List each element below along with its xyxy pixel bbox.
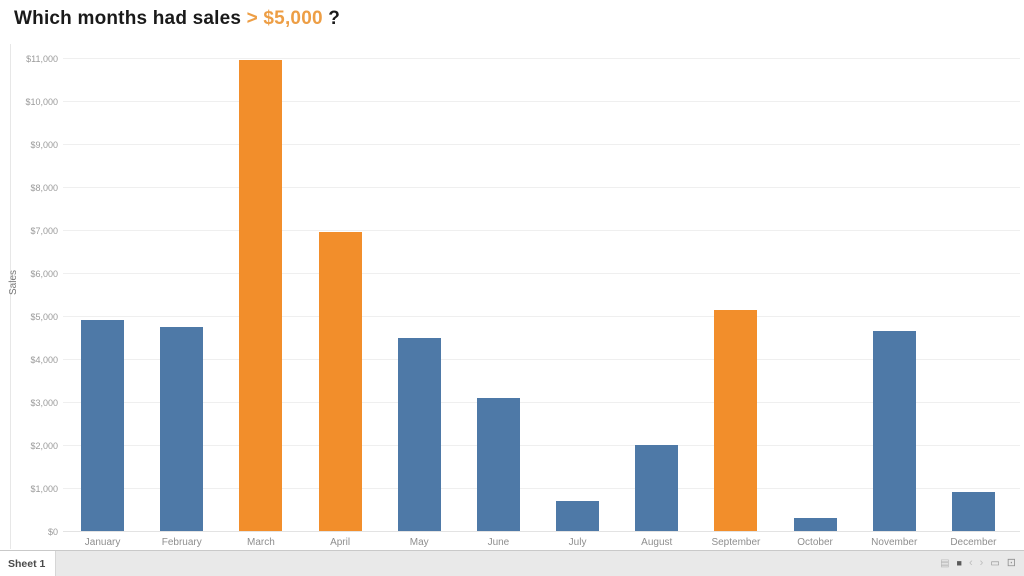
x-tick-label: July — [568, 537, 587, 548]
chart-title-highlight: > $5,000 — [246, 8, 323, 29]
y-tick-label: $4,000 — [30, 354, 58, 365]
status-bar: Sheet 1 ▤ ■ ‹ › ▭ ⊡ — [0, 551, 1024, 576]
gridline — [63, 531, 1020, 532]
x-tick-label: May — [409, 537, 429, 548]
x-tick-label: October — [797, 537, 833, 548]
x-tick-label: April — [330, 537, 351, 548]
chart-title: Which months had sales > $5,000 ? — [14, 8, 340, 30]
gridline — [63, 144, 1020, 145]
status-bar-icons: ▤ ■ ‹ › ▭ ⊡ — [940, 551, 1016, 576]
chart-title-prefix: Which months had sales — [14, 8, 247, 29]
y-tick-label: $11,000 — [26, 53, 58, 64]
gridline — [63, 273, 1020, 274]
bar-september[interactable] — [714, 309, 758, 531]
pane-left-border — [10, 44, 11, 549]
chart-title-suffix: ? — [328, 8, 341, 29]
x-tick-label: September — [711, 537, 761, 548]
next-sheet-icon[interactable]: › — [979, 557, 984, 569]
y-tick-label: $6,000 — [30, 268, 58, 279]
bar-april[interactable] — [318, 232, 362, 531]
gridline — [63, 187, 1020, 188]
sheet-tab-label: Sheet 1 — [8, 557, 46, 570]
bar-january[interactable] — [81, 320, 125, 531]
y-tick-label: $5,000 — [30, 311, 58, 322]
y-tick-label: $1,000 — [30, 483, 58, 494]
y-tick-label: $7,000 — [30, 225, 58, 236]
bar-february[interactable] — [160, 326, 204, 531]
x-tick-label: December — [950, 537, 997, 548]
y-axis-title: Sales — [8, 269, 19, 295]
gridline — [63, 402, 1020, 403]
bar-august[interactable] — [635, 445, 679, 531]
gridline — [63, 316, 1020, 317]
y-tick-label: $9,000 — [30, 139, 58, 150]
x-tick-label: February — [161, 537, 202, 548]
bar-december[interactable] — [951, 492, 995, 531]
gridline — [63, 445, 1020, 446]
x-tick-label: January — [84, 537, 121, 548]
bar-october[interactable] — [793, 518, 837, 531]
y-tick-label: $0 — [47, 526, 58, 537]
presentation-mode-icon[interactable]: ⊡ — [1006, 557, 1016, 569]
previous-sheet-icon[interactable]: ‹ — [968, 557, 973, 569]
gridline — [63, 488, 1020, 489]
bar-march[interactable] — [239, 60, 283, 531]
y-tick-label: $2,000 — [30, 440, 58, 451]
sheet-divider — [0, 550, 1024, 551]
bar-july[interactable] — [556, 500, 600, 531]
gridline — [63, 58, 1020, 59]
gridline — [63, 359, 1020, 360]
normal-view-icon[interactable]: ▭ — [990, 557, 1000, 569]
sheet-tab[interactable]: Sheet 1 — [0, 551, 57, 576]
gridline — [63, 101, 1020, 102]
x-tick-label: August — [641, 537, 673, 548]
gridline — [63, 230, 1020, 231]
y-tick-label: $3,000 — [30, 397, 58, 408]
x-tick-label: June — [487, 537, 510, 548]
filmstrip-icon[interactable]: ■ — [956, 558, 962, 568]
worksheet: Which months had sales > $5,000 ? Sales … — [8, 8, 1020, 549]
bar-june[interactable] — [476, 397, 520, 531]
bar-may[interactable] — [397, 337, 441, 531]
x-tick-label: November — [871, 537, 918, 548]
x-tick-label: March — [247, 537, 275, 548]
bar-november[interactable] — [872, 331, 916, 531]
sheet-sorter-icon[interactable]: ▤ — [940, 557, 950, 569]
y-tick-label: $10,000 — [25, 96, 58, 107]
y-tick-label: $8,000 — [30, 182, 58, 193]
